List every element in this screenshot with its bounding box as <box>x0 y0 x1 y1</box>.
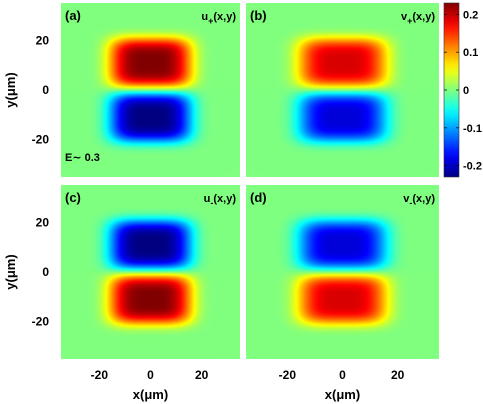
panel-d-xtick-label: -20 <box>279 368 297 382</box>
panel-b-function-label: v+(x,y) <box>401 11 435 26</box>
colorbar-tick-label: 0 <box>463 85 469 97</box>
panel-a-ytick-label: 0 <box>42 83 49 97</box>
panel-c-letter: (c) <box>65 190 81 205</box>
panel-d-xtick-label: 20 <box>391 368 405 382</box>
panel-d-letter: (d) <box>250 190 267 205</box>
colorbar-tick-label: -0.1 <box>463 123 482 135</box>
panel-c-xtick-label: 0 <box>147 368 154 382</box>
panel-c-ytick-label: 0 <box>42 265 49 279</box>
panel-c-heatmap <box>61 185 240 359</box>
panel-c-ytick-label: -20 <box>32 315 50 329</box>
panel-c-ytick-label: 20 <box>36 215 50 229</box>
colorbar-tick-label: 0.1 <box>463 47 478 59</box>
panel-a-annotation: E∼ 0.3 <box>65 152 100 164</box>
panel-a-ytick-label: -20 <box>32 133 50 147</box>
panel-a-ytick-label: 20 <box>36 33 50 47</box>
axes-layer: 20 0 -20 y(μm) 20 0 -20 y(μm) -20 0 20 x(μm) -20 0 20 x… <box>3 33 405 402</box>
panel-c-xtick-label: 20 <box>195 368 209 382</box>
colorbar-tick-label: 0.2 <box>463 9 478 21</box>
panel-d-heatmap <box>246 185 439 359</box>
panel-d-function-label: v-(x,y) <box>403 193 435 208</box>
panel-a-letter: (a) <box>65 8 81 23</box>
colorbar-tick-label: -0.2 <box>463 161 482 173</box>
panel-a-function-label: u+(x,y) <box>201 11 236 26</box>
panel-c-function-label: u-(x,y) <box>204 193 237 208</box>
panel-d-xlabel: x(μm) <box>325 387 360 402</box>
panel-c-ylabel: y(μm) <box>3 254 18 289</box>
panels-layer: (a) u+(x,y) E∼ 0.3 (b) v+(x,y) (c) u-(x,y) (d) v… <box>61 3 439 359</box>
panel-a-heatmap <box>61 3 240 177</box>
panel-c-xtick-label: -20 <box>91 368 109 382</box>
colorbar: 0.2 0.1 0 -0.1 -0.2 <box>443 2 482 178</box>
panel-b-letter: (b) <box>250 8 267 23</box>
panel-d-xtick-label: 0 <box>339 368 346 382</box>
panel-b-heatmap <box>246 3 439 177</box>
panel-a-ylabel: y(μm) <box>3 72 18 107</box>
panel-c-xlabel: x(μm) <box>133 387 168 402</box>
